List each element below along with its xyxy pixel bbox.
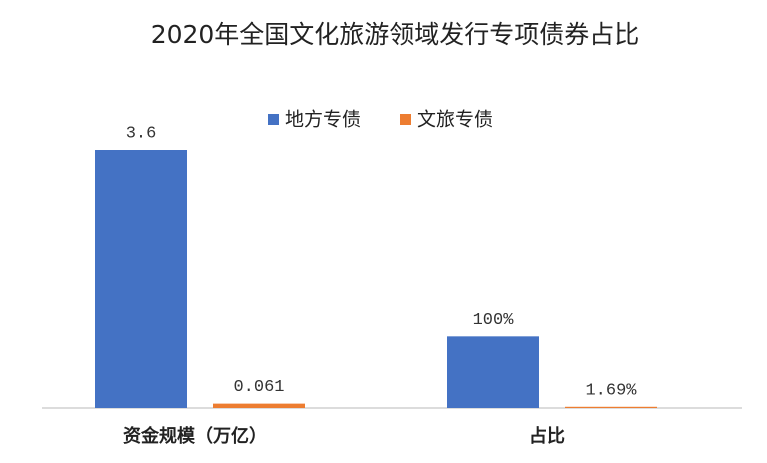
data-label: 1.69% — [585, 381, 637, 400]
data-label: 3.6 — [126, 124, 157, 143]
x-tick-label: 资金规模（万亿） — [123, 425, 267, 447]
data-label: 0.061 — [233, 378, 284, 397]
bar — [447, 336, 539, 408]
legend-label: 文旅专债 — [417, 109, 493, 131]
legend-swatch — [268, 114, 279, 125]
data-label: 100% — [473, 311, 515, 330]
bar — [95, 150, 187, 408]
chart-title: 2020年全国文化旅游领域发行专项债券占比 — [151, 20, 640, 49]
legend-swatch — [400, 114, 411, 125]
x-tick-label: 占比 — [529, 425, 565, 447]
legend-label: 地方专债 — [285, 109, 361, 131]
bar — [213, 403, 305, 408]
bar — [565, 406, 657, 408]
